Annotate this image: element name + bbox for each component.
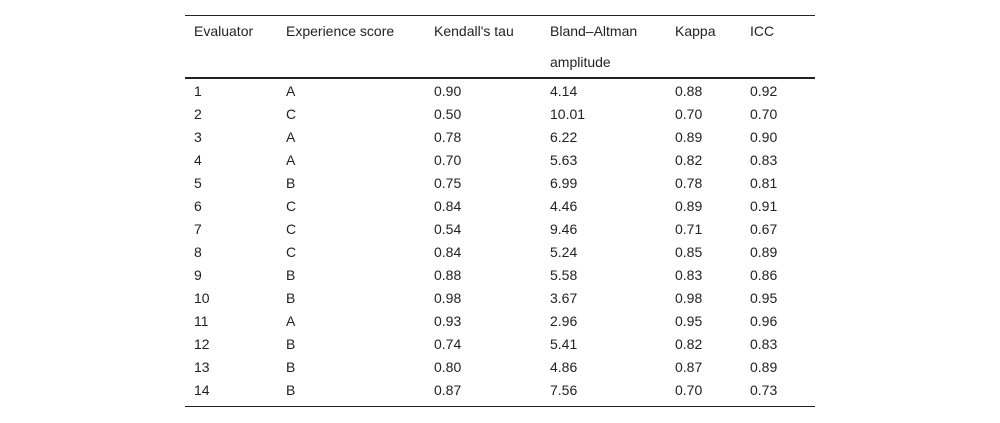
- table-cell: 1: [194, 83, 202, 99]
- table-cell: 0.89: [750, 359, 778, 375]
- table-cell: 0.74: [434, 336, 462, 352]
- table-cell: C: [286, 106, 297, 122]
- table-cell: 14: [194, 382, 210, 398]
- table-cell: 9: [194, 267, 202, 283]
- table-cell: 0.50: [434, 106, 462, 122]
- table-cell: 0.70: [434, 152, 462, 168]
- table-cell: B: [286, 267, 296, 283]
- table-cell: 0.89: [750, 244, 778, 260]
- table-cell: 6.22: [550, 129, 578, 145]
- header-rule: [185, 77, 815, 79]
- table-cell: 0.92: [750, 83, 778, 99]
- table-cell: B: [286, 359, 296, 375]
- table-cell: 0.95: [675, 313, 703, 329]
- table-cell: 7.56: [550, 382, 578, 398]
- table-cell: A: [286, 152, 296, 168]
- header-cell: Bland–Altman amplitude: [550, 23, 638, 70]
- table-cell: 5.41: [550, 336, 578, 352]
- header-cell: Kendall's tau: [434, 23, 514, 39]
- table-cell: 0.83: [675, 267, 703, 283]
- table-cell: 0.54: [434, 221, 462, 237]
- table-cell: 7: [194, 221, 202, 237]
- table-cell: 0.78: [434, 129, 462, 145]
- table-cell: 0.89: [675, 198, 703, 214]
- table-cell: 0.70: [675, 106, 703, 122]
- table-cell: 0.83: [750, 152, 778, 168]
- table-cell: 0.88: [675, 83, 703, 99]
- table-cell: 11: [194, 313, 209, 329]
- table-cell: 0.91: [750, 198, 778, 214]
- table-cell: 0.70: [750, 106, 778, 122]
- table-cell: 0.71: [675, 221, 703, 237]
- bottom-rule: [185, 406, 815, 407]
- table-cell: 5.24: [550, 244, 578, 260]
- table-cell: 2: [194, 106, 202, 122]
- top-rule: [185, 15, 815, 16]
- table-cell: 0.80: [434, 359, 462, 375]
- table-cell: 0.90: [434, 83, 462, 99]
- table-cell: 0.83: [750, 336, 778, 352]
- table-cell: A: [286, 83, 296, 99]
- table-cell: 0.90: [750, 129, 778, 145]
- table-cell: 0.86: [750, 267, 778, 283]
- header-cell: Kappa: [675, 23, 716, 39]
- table-cell: 0.78: [675, 175, 703, 191]
- table-cell: 12: [194, 336, 210, 352]
- table-cell: 5: [194, 175, 202, 191]
- table-cell: 0.98: [434, 290, 462, 306]
- table-cell: 0.82: [675, 336, 703, 352]
- table-cell: C: [286, 221, 297, 237]
- table-cell: 0.84: [434, 244, 462, 260]
- table-cell: 0.73: [750, 382, 778, 398]
- table-cell: 0.85: [675, 244, 703, 260]
- table-cell: 4.46: [550, 198, 578, 214]
- table-cell: 13: [194, 359, 210, 375]
- table-cell: 0.75: [434, 175, 462, 191]
- table-cell: 0.87: [434, 382, 462, 398]
- table-cell: 3: [194, 129, 202, 145]
- table-cell: C: [286, 244, 297, 260]
- table-cell: B: [286, 336, 296, 352]
- table-cell: 10: [194, 290, 210, 306]
- header-cell: Experience score: [286, 23, 395, 39]
- table-cell: 4.14: [550, 83, 578, 99]
- table-cell: 6: [194, 198, 202, 214]
- table-cell: 2.96: [550, 313, 578, 329]
- table-cell: 5.63: [550, 152, 578, 168]
- table-cell: C: [286, 198, 297, 214]
- table-cell: 10.01: [550, 106, 586, 122]
- table-cell: 6.99: [550, 175, 578, 191]
- table-cell: 0.93: [434, 313, 462, 329]
- table-cell: 0.98: [675, 290, 703, 306]
- header-cell: ICC: [750, 23, 775, 39]
- table-cell: 4.86: [550, 359, 578, 375]
- table-cell: 0.89: [675, 129, 703, 145]
- table-cell: 0.96: [750, 313, 778, 329]
- table-cell: 4: [194, 152, 202, 168]
- table-cell: A: [286, 129, 296, 145]
- table-cell: 0.95: [750, 290, 778, 306]
- table-cell: 0.82: [675, 152, 703, 168]
- header-cell: Evaluator: [194, 23, 254, 39]
- table-cell: A: [286, 313, 296, 329]
- table-cell: 8: [194, 244, 202, 260]
- table-cell: 0.84: [434, 198, 462, 214]
- table-cell: 3.67: [550, 290, 578, 306]
- table-cell: 5.58: [550, 267, 578, 283]
- table-cell: 0.70: [675, 382, 703, 398]
- table-cell: 0.81: [750, 175, 778, 191]
- table-cell: 0.88: [434, 267, 462, 283]
- table-cell: B: [286, 290, 296, 306]
- table-cell: 0.67: [750, 221, 778, 237]
- table-cell: B: [286, 382, 296, 398]
- table-cell: 0.87: [675, 359, 703, 375]
- table-cell: B: [286, 175, 296, 191]
- table-cell: 9.46: [550, 221, 578, 237]
